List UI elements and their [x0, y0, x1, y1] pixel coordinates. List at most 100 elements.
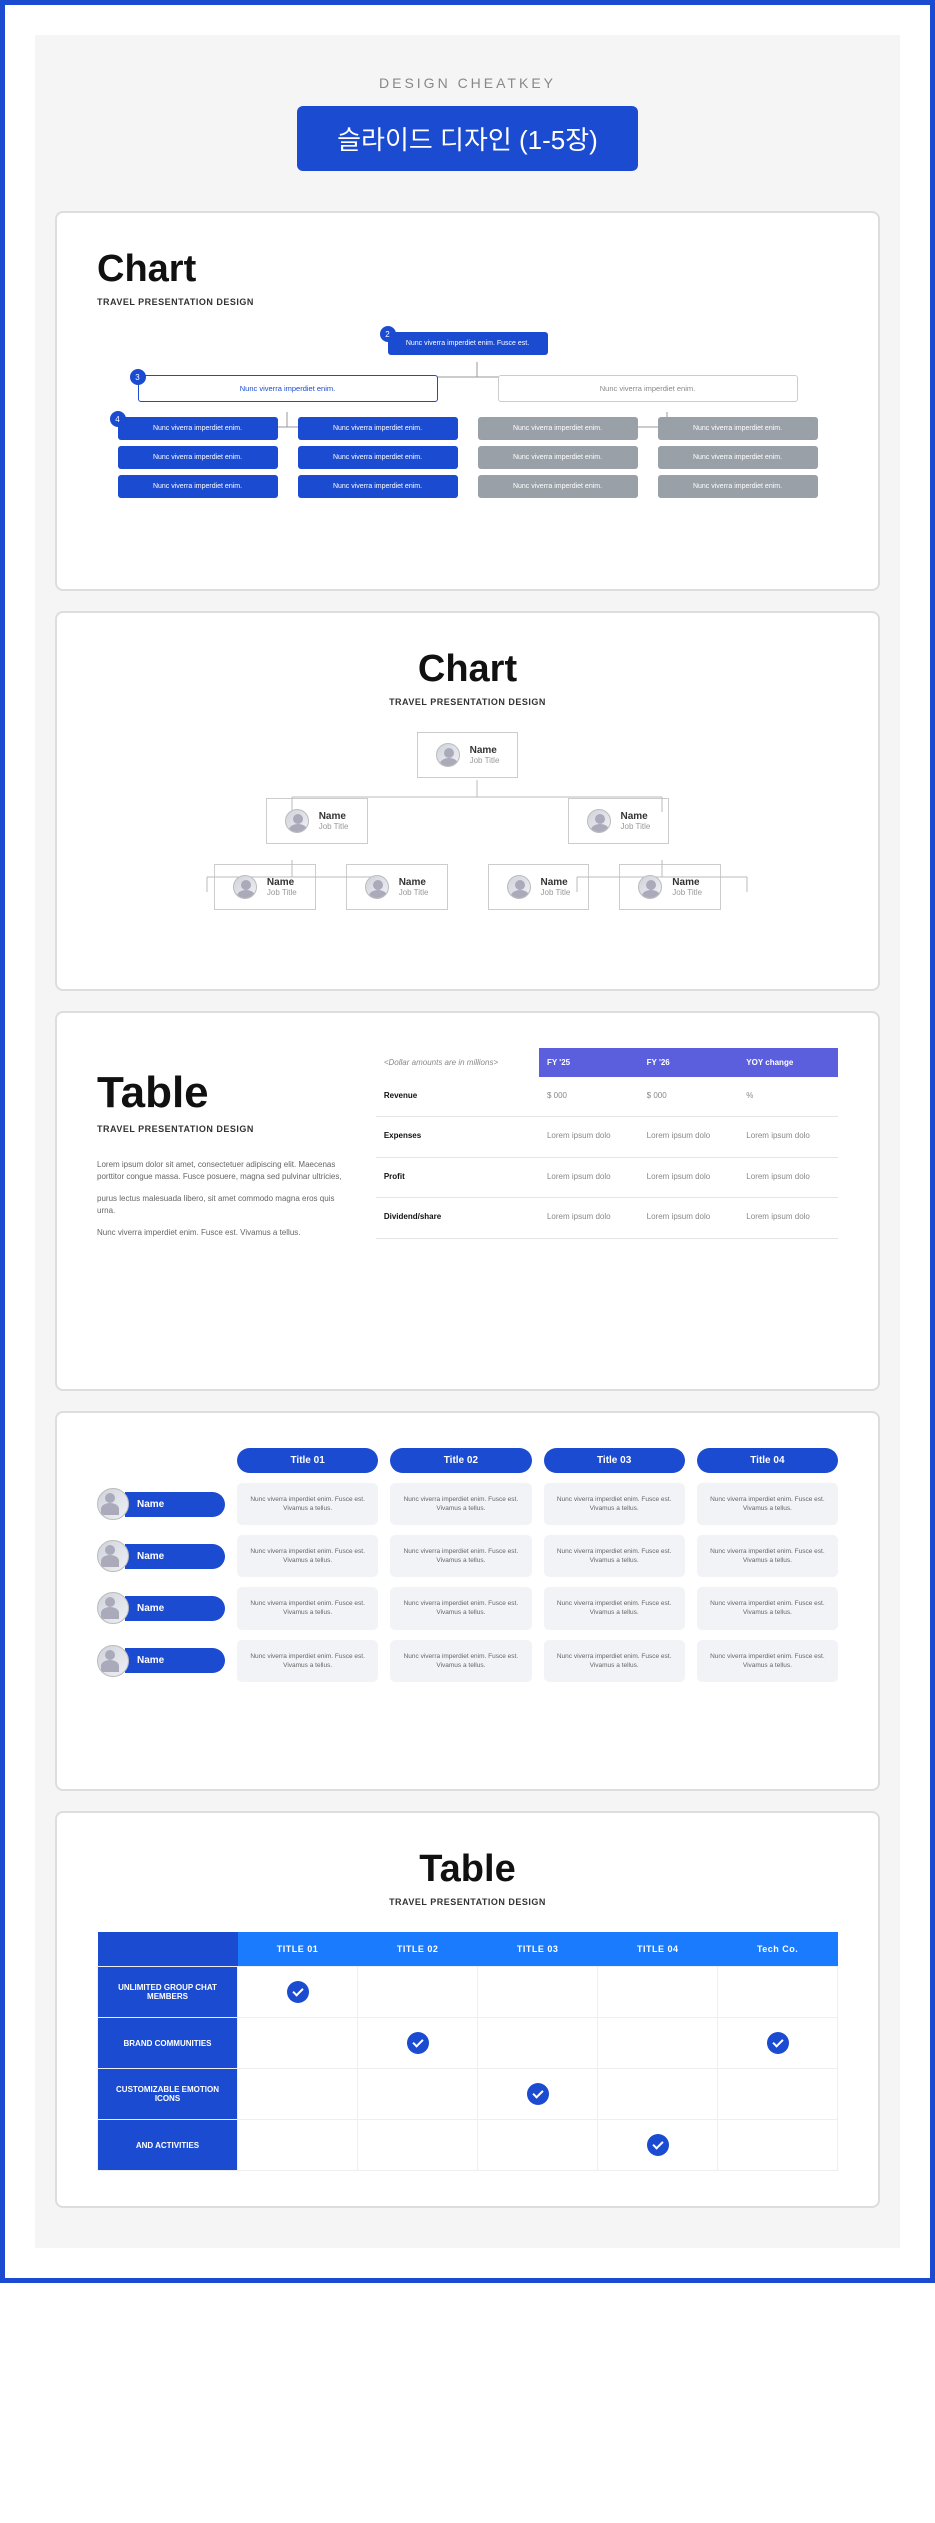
header: DESIGN CHEATKEY 슬라이드 디자인 (1-5장) [55, 75, 880, 171]
person-card: NameJob Title [214, 864, 316, 910]
table-row: Dividend/shareLorem ipsum doloLorem ipsu… [376, 1198, 838, 1239]
level2-right: Nunc viverra imperdiet enim. [498, 375, 798, 402]
table-cell [358, 1967, 478, 2018]
table-row: ProfitLorem ipsum doloLorem ipsum doloLo… [376, 1157, 838, 1198]
table-cell: Lorem ipsum dolo [738, 1117, 838, 1158]
table-cell [598, 2120, 718, 2171]
col-header: YOY change [738, 1048, 838, 1077]
node: Nunc viverra imperdiet enim. [298, 446, 458, 469]
avatar-icon [587, 809, 611, 833]
page-background: DESIGN CHEATKEY 슬라이드 디자인 (1-5장) Chart TR… [35, 35, 900, 2248]
row-name-pill: Name [125, 1648, 225, 1673]
feature-table: TITLE 01 TITLE 02 TITLE 03 TITLE 04 Tech… [97, 1932, 838, 2171]
row-header: Name [97, 1483, 225, 1525]
col-header-pill: Title 02 [390, 1448, 531, 1473]
col-1: Nunc viverra imperdiet enim. 4 Nunc vive… [118, 417, 278, 498]
badge-2: 2 [380, 326, 396, 342]
person-job: Job Title [399, 888, 429, 897]
col-header: FY '25 [539, 1048, 639, 1077]
node: Nunc viverra imperdiet enim. [118, 446, 278, 469]
person-card: NameJob Title [346, 864, 448, 910]
slide-2-people-org: Chart TRAVEL PRESENTATION DESIGN [55, 611, 880, 991]
table-cell: % [738, 1077, 838, 1117]
slide2-subtitle: TRAVEL PRESENTATION DESIGN [97, 697, 838, 707]
matrix-rows: Name Nunc viverra imperdiet enim. Fusce e… [97, 1483, 838, 1682]
person-card: NameJob Title [266, 798, 368, 844]
person-name: Name [399, 877, 429, 888]
node: Nunc viverra imperdiet enim. [298, 417, 458, 440]
col-header: TITLE 02 [358, 1932, 478, 1967]
page-title: 슬라이드 디자인 (1-5장) [297, 106, 638, 171]
outer-frame: DESIGN CHEATKEY 슬라이드 디자인 (1-5장) Chart TR… [0, 0, 935, 2283]
avatar-icon [638, 875, 662, 899]
person-card: NameJob Title [619, 864, 721, 910]
table-cell: Lorem ipsum dolo [539, 1157, 639, 1198]
check-icon [287, 1981, 309, 2003]
slide3-title: Table [97, 1068, 346, 1118]
table-row: BRAND COMMUNITIES [98, 2018, 838, 2069]
col-header-pill: Title 04 [697, 1448, 838, 1473]
node: Nunc viverra imperdiet enim. [298, 475, 458, 498]
table-cell: $ 000 [539, 1077, 639, 1117]
matrix-cell: Nunc viverra imperdiet enim. Fusce est. … [237, 1640, 378, 1682]
matrix-cell: Nunc viverra imperdiet enim. Fusce est. … [237, 1587, 378, 1629]
matrix-cell: Nunc viverra imperdiet enim. Fusce est. … [544, 1640, 685, 1682]
matrix-row: Name Nunc viverra imperdiet enim. Fusce e… [97, 1640, 838, 1682]
person-job: Job Title [319, 822, 349, 831]
matrix-cell: Nunc viverra imperdiet enim. Fusce est. … [697, 1535, 838, 1577]
col-header-pill: Title 01 [237, 1448, 378, 1473]
slide5-title: Table [97, 1848, 838, 1891]
table-cell: Lorem ipsum dolo [738, 1198, 838, 1239]
col-4: Nunc viverra imperdiet enim. Nunc viverr… [658, 417, 818, 498]
row-name-pill: Name [125, 1544, 225, 1569]
node: Nunc viverra imperdiet enim. [118, 475, 278, 498]
node: Nunc viverra imperdiet enim. [658, 446, 818, 469]
person-name: Name [672, 877, 702, 888]
matrix-cell: Nunc viverra imperdiet enim. Fusce est. … [544, 1535, 685, 1577]
person-name: Name [541, 877, 571, 888]
matrix-cell: Nunc viverra imperdiet enim. Fusce est. … [390, 1587, 531, 1629]
body-para-2: purus lectus malesuada libero, sit amet … [97, 1193, 346, 1217]
person-card: NameJob Title [568, 798, 670, 844]
table-cell [358, 2018, 478, 2069]
col-header: TITLE 01 [238, 1932, 358, 1967]
row-label: Expenses [376, 1117, 539, 1158]
person-name: Name [621, 811, 651, 822]
avatar-icon [233, 875, 257, 899]
table-cell [358, 2069, 478, 2120]
table-cell [718, 2120, 838, 2171]
table-cell: Lorem ipsum dolo [639, 1198, 739, 1239]
person-job: Job Title [470, 756, 500, 765]
slide1-title: Chart [97, 248, 838, 291]
row-header: Name [97, 1640, 225, 1682]
slide-1-org-chart: Chart TRAVEL PRESENTATION DESIGN [55, 211, 880, 591]
table-cell [598, 2069, 718, 2120]
person-name: Name [319, 811, 349, 822]
col-header-pill: Title 03 [544, 1448, 685, 1473]
col-header: TITLE 03 [478, 1932, 598, 1967]
table-cell: Lorem ipsum dolo [539, 1117, 639, 1158]
table-corner-empty [98, 1932, 238, 1967]
person-card: NameJob Title [488, 864, 590, 910]
table-cell [478, 2018, 598, 2069]
table-row: ExpensesLorem ipsum doloLorem ipsum dolo… [376, 1117, 838, 1158]
table-cell [598, 2018, 718, 2069]
matrix-cell: Nunc viverra imperdiet enim. Fusce est. … [237, 1535, 378, 1577]
table-cell [238, 2069, 358, 2120]
avatar-icon [365, 875, 389, 899]
row-header: Name [97, 1587, 225, 1629]
body-para-3: Nunc viverra imperdiet enim. Fusce est. … [97, 1227, 346, 1239]
col-header: TITLE 04 [598, 1932, 718, 1967]
table-row: CUSTOMIZABLE EMOTION ICONS [98, 2069, 838, 2120]
col-2: Nunc viverra imperdiet enim. Nunc viverr… [298, 417, 458, 498]
check-icon [527, 2083, 549, 2105]
person-card-top: Name Job Title [417, 732, 519, 778]
slide3-subtitle: TRAVEL PRESENTATION DESIGN [97, 1124, 346, 1134]
table-body: Revenue$ 000$ 000%ExpensesLorem ipsum do… [376, 1077, 838, 1239]
slide5-subtitle: TRAVEL PRESENTATION DESIGN [97, 1897, 838, 1907]
table-cell: $ 000 [639, 1077, 739, 1117]
row-label: Revenue [376, 1077, 539, 1117]
matrix-cell: Nunc viverra imperdiet enim. Fusce est. … [544, 1483, 685, 1525]
table-cell [718, 2069, 838, 2120]
person-job: Job Title [541, 888, 571, 897]
